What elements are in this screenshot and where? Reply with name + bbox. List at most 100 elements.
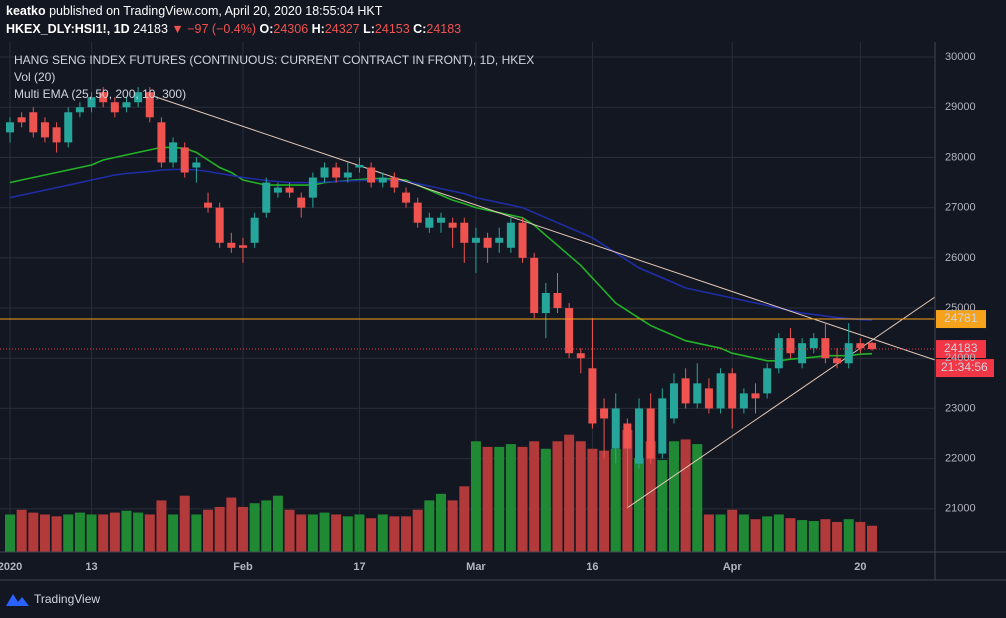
x-tick-label: 20 [854, 561, 866, 573]
indicator-label: Multi EMA (25, 50, 200, 10, 300) [14, 87, 186, 101]
candle-body [64, 112, 73, 143]
candle-body [460, 222, 469, 243]
candle-body [308, 177, 317, 198]
volume-bar [5, 514, 15, 552]
candle-body [402, 192, 411, 203]
candle-body [600, 408, 609, 419]
volume-bar [401, 516, 412, 552]
volume-bar [668, 441, 679, 552]
volume-bar [843, 519, 854, 552]
candle-body [285, 187, 294, 193]
volume-bar [307, 514, 318, 552]
symbol: HKEX_DLY:HSI1!, 1D [6, 22, 130, 36]
candle-body [798, 343, 807, 364]
candle-body [157, 122, 166, 163]
last-price: 24183 [133, 22, 168, 36]
open-label: O: [260, 22, 274, 36]
volume-bar [28, 512, 39, 552]
volume-bar [540, 448, 551, 552]
y-tick-label: 24000 [945, 352, 976, 364]
volume-bar [412, 509, 423, 552]
change: ▼ −97 (−0.4%) [171, 22, 256, 36]
volume-bar [16, 509, 27, 552]
volume-bar [459, 486, 470, 552]
volume-bar [797, 520, 808, 552]
candle-body [250, 217, 259, 243]
candle-body [437, 217, 445, 223]
volume-bar [203, 509, 214, 552]
volume-bar [750, 519, 761, 552]
trend-line [626, 296, 936, 509]
candles [6, 87, 876, 509]
candle-body [332, 167, 341, 178]
candle-body [530, 257, 539, 314]
volume-bar [63, 514, 74, 552]
volume-bar [331, 514, 342, 552]
candle-body [565, 308, 574, 354]
volume-bar [727, 509, 738, 552]
candle-body [786, 338, 795, 354]
published: published on TradingView.com, April 20, … [46, 4, 383, 18]
candle-body [145, 92, 154, 118]
low-label: L: [363, 22, 375, 36]
y-tick-label: 22000 [945, 453, 976, 465]
volume-bar [610, 448, 621, 552]
price-tag [936, 310, 986, 329]
volume-bar [214, 506, 225, 552]
price-tag [936, 340, 986, 359]
volume-bar [121, 510, 132, 552]
volume-bar [494, 446, 505, 552]
candle-body [134, 92, 143, 103]
x-tick-label: Mar [466, 561, 486, 573]
candle-body [367, 167, 376, 183]
volume-bar [564, 434, 575, 552]
chart-title: HANG SENG INDEX FUTURES (CONTINUOUS: CUR… [14, 53, 534, 67]
volume-bar [133, 512, 144, 552]
candle-body [856, 343, 865, 349]
volume-bar [645, 441, 656, 552]
volume-bar [517, 446, 528, 552]
candle-body [623, 423, 632, 449]
x-tick-label: Feb [233, 561, 253, 573]
volume-bar [855, 521, 866, 552]
volume-bar [51, 516, 62, 552]
volume-bar [109, 512, 120, 552]
ema-line [9, 146, 873, 362]
volume-bar [98, 514, 109, 552]
publisher: keatko [6, 4, 46, 18]
candle-body [204, 202, 213, 208]
volume-bar [529, 441, 540, 552]
price-tag-label: 24183 [944, 341, 978, 355]
volume-bar [867, 525, 877, 552]
candle-body [215, 207, 224, 243]
volume-bar [680, 439, 691, 552]
price-tag-label: 24781 [944, 311, 978, 325]
candle-body [739, 393, 748, 409]
low-value: 24153 [375, 22, 410, 36]
x-tick-label: Apr [723, 561, 743, 573]
candle-body [611, 408, 620, 449]
volume-bar [634, 458, 645, 552]
volume-bar [738, 514, 749, 552]
volume-bar [168, 514, 179, 552]
y-tick-label: 29000 [945, 101, 976, 113]
candle-body [716, 373, 725, 409]
candle-body [180, 147, 189, 173]
candle-body [471, 237, 480, 243]
grid [0, 42, 935, 552]
y-tick-label: 23000 [945, 402, 976, 414]
high-label: H: [312, 22, 325, 36]
y-tick-label: 26000 [945, 252, 976, 264]
logo [6, 594, 29, 606]
candle-body [728, 373, 737, 409]
quote-line: HKEX_DLY:HSI1!, 1D 24183 ▼ −97 (−0.4%) O… [6, 22, 461, 36]
x-tick-label: 2020 [0, 561, 22, 573]
candle-body [833, 358, 842, 364]
axes: 21000 22000 23000 24000 25000 26000 27000 28000… [0, 51, 976, 573]
candle-body [868, 342, 876, 350]
open-value: 24306 [273, 22, 308, 36]
volume-bar [389, 516, 400, 552]
candle-body [646, 408, 655, 459]
volume-bar [785, 518, 796, 552]
logo-icon [6, 594, 29, 606]
